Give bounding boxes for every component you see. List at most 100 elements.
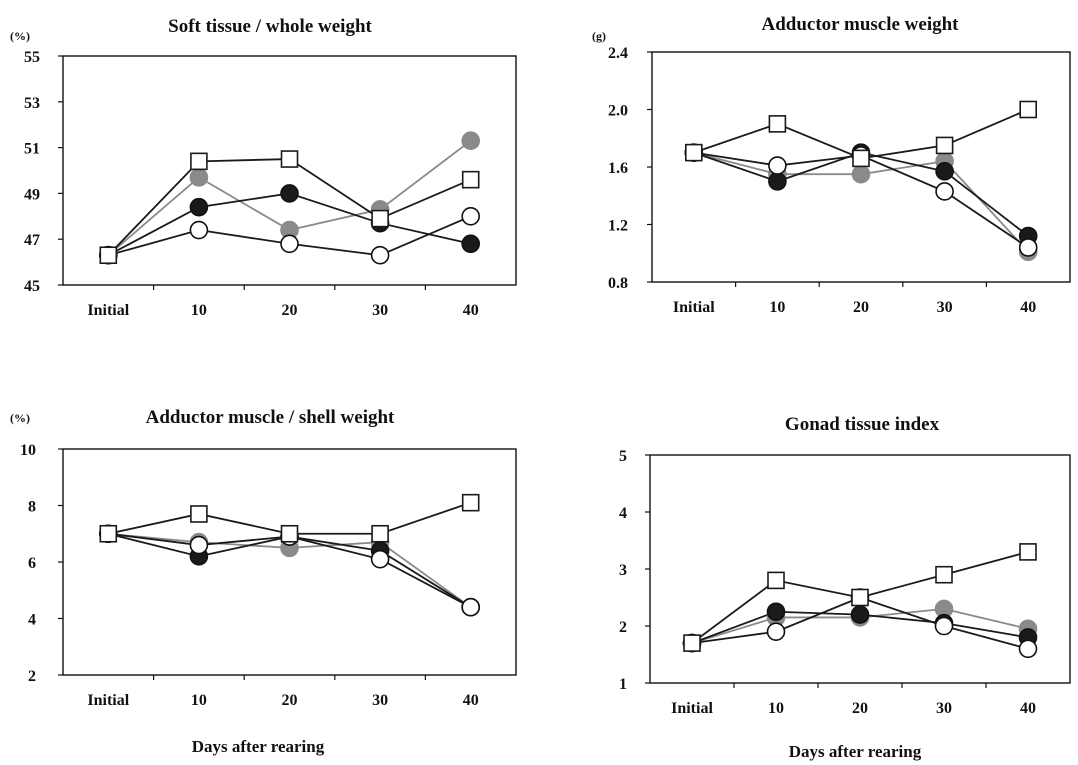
x-tick-label: 10	[191, 302, 207, 319]
y-tick-label: 49	[24, 186, 40, 203]
data-point-filled-gray	[851, 164, 871, 184]
x-tick-label: 10	[768, 700, 784, 717]
data-point-open-square	[684, 143, 703, 162]
x-tick-label: 20	[282, 302, 298, 319]
data-point-filled-gray	[461, 131, 481, 151]
x-tick-label: Initial	[87, 302, 129, 319]
data-point-open-square	[935, 565, 953, 584]
data-point-open-circle	[768, 156, 787, 175]
data-point-open-square	[371, 524, 389, 543]
y-unit-label: (g)	[592, 29, 606, 43]
data-point-filled-gray	[189, 168, 209, 187]
x-tick-label: 30	[372, 692, 388, 709]
data-point-open-square	[935, 136, 954, 155]
data-point-open-square	[852, 149, 870, 168]
x-axis-label: Days after rearing	[192, 737, 325, 756]
y-unit-label: (%)	[10, 411, 30, 425]
data-point-filled-black	[461, 234, 481, 254]
data-point-open-circle	[370, 549, 390, 569]
y-tick-label: 51	[24, 141, 40, 158]
y-tick-label: 53	[24, 95, 40, 112]
y-tick-label: 1.6	[608, 160, 628, 177]
y-tick-label: 2	[619, 619, 627, 636]
data-point-open-circle	[189, 535, 209, 555]
chart-title: Adductor muscle weight	[761, 14, 959, 35]
chart-soft-tissue-whole-weight: Soft tissue / whole weight (%) 45 47 49 51 5…	[10, 16, 517, 319]
chart-title: Adductor muscle / shell weight	[146, 407, 395, 428]
y-unit-label: (%)	[10, 29, 30, 43]
data-point-open-circle	[766, 622, 786, 642]
x-tick-label: Initial	[87, 692, 129, 709]
x-tick-label: 40	[1020, 700, 1036, 717]
data-point-open-square	[280, 524, 299, 543]
data-point-open-circle	[461, 597, 481, 617]
data-point-open-square	[371, 209, 389, 228]
data-point-open-circle	[461, 207, 481, 226]
x-tick-label: 30	[937, 299, 953, 316]
plot-frame	[62, 55, 517, 286]
data-point-open-circle	[280, 234, 299, 254]
data-point-open-square	[683, 634, 701, 652]
data-point-open-square	[190, 505, 208, 523]
y-tick-label: 10	[20, 442, 36, 459]
data-point-open-circle	[189, 220, 209, 240]
plot-frame	[62, 448, 517, 676]
x-tick-label: 30	[936, 700, 952, 717]
y-tick-label: 47	[24, 232, 40, 249]
data-point-open-square	[280, 150, 299, 168]
x-tick-label: 40	[463, 692, 479, 709]
y-tick-label: 45	[24, 278, 40, 295]
y-tick-label: 3	[619, 562, 627, 579]
data-point-open-square	[99, 246, 118, 265]
x-tick-label: 30	[372, 302, 388, 319]
y-tick-label: 2.0	[608, 103, 628, 120]
data-point-filled-black	[280, 184, 299, 203]
chart-adductor-muscle-shell-weight: Adductor muscle / shell weight (%) Days …	[10, 407, 517, 756]
data-point-open-circle	[935, 182, 954, 201]
data-point-filled-black	[850, 605, 870, 624]
y-tick-label: 55	[24, 49, 40, 66]
data-point-open-square	[461, 493, 480, 512]
chart-gonad-tissue-index: Gonad tissue index Days after rearing 1 2…	[619, 414, 1071, 761]
x-tick-label: 10	[769, 299, 785, 316]
chart-title: Gonad tissue index	[785, 414, 940, 435]
data-point-filled-black	[935, 162, 954, 181]
y-tick-label: 2	[28, 668, 36, 685]
x-tick-label: 20	[852, 700, 868, 717]
y-tick-label: 4	[28, 612, 36, 629]
data-point-open-square	[851, 588, 869, 607]
y-tick-label: 1	[619, 676, 627, 693]
y-tick-label: 1.2	[608, 218, 628, 235]
x-tick-label: 40	[463, 302, 479, 319]
y-tick-label: 5	[619, 448, 627, 465]
x-tick-label: 20	[853, 299, 869, 316]
data-point-open-square	[99, 524, 118, 543]
data-point-open-square	[461, 170, 480, 189]
x-axis-label: Days after rearing	[789, 742, 922, 761]
data-point-open-square	[1019, 543, 1037, 561]
x-tick-label: 20	[282, 692, 298, 709]
plot-frame	[649, 454, 1071, 684]
data-point-open-circle	[1018, 238, 1038, 257]
data-point-open-square	[190, 152, 208, 171]
x-tick-label: Initial	[673, 299, 715, 316]
y-tick-label: 0.8	[608, 275, 628, 292]
y-tick-label: 2.4	[608, 45, 628, 62]
chart-title: Soft tissue / whole weight	[168, 16, 372, 37]
data-point-filled-black	[189, 197, 209, 217]
data-point-open-circle	[1018, 639, 1038, 659]
data-point-open-square	[1019, 100, 1038, 119]
x-tick-label: Initial	[671, 700, 713, 717]
data-point-open-circle	[934, 616, 954, 636]
data-point-filled-black	[766, 602, 786, 622]
y-tick-label: 4	[619, 505, 627, 522]
x-tick-label: 10	[191, 692, 207, 709]
data-point-filled-black	[768, 172, 787, 191]
x-tick-label: 40	[1020, 299, 1036, 316]
data-point-open-square	[768, 115, 787, 133]
data-point-open-circle	[370, 245, 390, 265]
y-tick-label: 8	[28, 499, 36, 516]
data-point-open-square	[767, 571, 785, 590]
y-tick-label: 6	[28, 555, 36, 572]
